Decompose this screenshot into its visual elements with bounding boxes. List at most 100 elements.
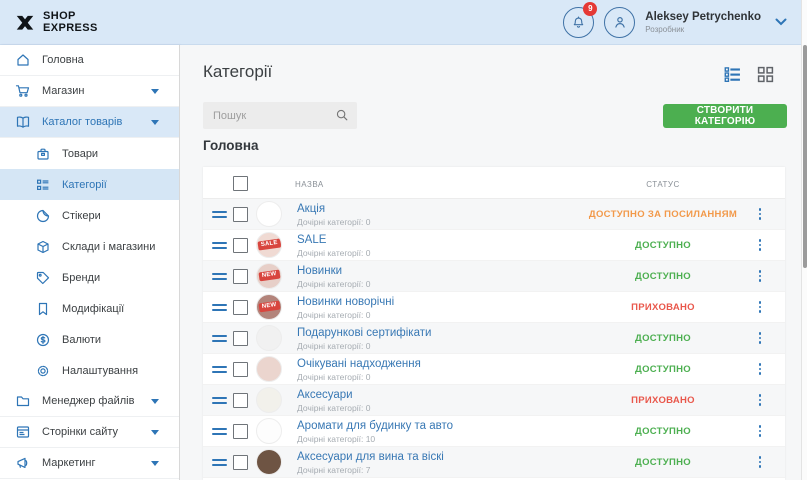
user-name: Aleksey Petrychenko bbox=[645, 10, 761, 23]
drag-handle-icon[interactable] bbox=[212, 273, 227, 283]
category-name-link[interactable]: Аксесуари для вина та віскі bbox=[297, 451, 444, 463]
status-badge: ДОСТУПНО bbox=[635, 333, 691, 344]
category-children-count: Дочірні категорії: 0 bbox=[297, 341, 371, 351]
sticker-icon bbox=[35, 208, 51, 224]
person-icon bbox=[612, 14, 628, 30]
category-thumbnail bbox=[256, 449, 282, 475]
drag-handle-icon[interactable] bbox=[212, 397, 227, 407]
row-checkbox[interactable] bbox=[233, 393, 248, 408]
row-menu-button[interactable] bbox=[754, 394, 766, 406]
table-row: Очікувані надходження Дочірні категорії: … bbox=[203, 354, 785, 385]
sidebar-item-modifications[interactable]: Модифікації bbox=[0, 293, 179, 324]
table-row: NEW Новинки Дочірні категорії: 0 ДОСТУПНО bbox=[203, 261, 785, 292]
row-menu-button[interactable] bbox=[754, 332, 766, 344]
status-badge: ДОСТУПНО bbox=[635, 240, 691, 251]
chevron-down-icon bbox=[151, 460, 159, 466]
column-header-status: СТАТУС bbox=[646, 180, 680, 189]
drag-handle-icon[interactable] bbox=[212, 211, 227, 221]
row-menu-button[interactable] bbox=[754, 208, 766, 220]
sidebar-item-catalog[interactable]: Каталог товарів bbox=[0, 107, 179, 138]
status-badge: ДОСТУПНО bbox=[635, 457, 691, 468]
sidebar-item-site-pages[interactable]: Сторінки сайту bbox=[0, 417, 179, 448]
sidebar-item-stickers[interactable]: Стікери bbox=[0, 200, 179, 231]
sidebar-item-label: Товари bbox=[62, 147, 99, 160]
table-row: Подарункові сертифікати Дочірні категорії… bbox=[203, 323, 785, 354]
drag-handle-icon[interactable] bbox=[212, 366, 227, 376]
search-input[interactable] bbox=[203, 102, 357, 129]
scrollbar-thumb[interactable] bbox=[803, 45, 807, 268]
user-menu-chevron-down-icon[interactable] bbox=[775, 18, 787, 26]
category-children-count: Дочірні категорії: 0 bbox=[297, 310, 371, 320]
status-badge: ДОСТУПНО bbox=[635, 271, 691, 282]
sidebar-item-shop[interactable]: Магазин bbox=[0, 76, 179, 107]
thumbnail-tag: NEW bbox=[258, 270, 280, 282]
sidebar-item-categories[interactable]: Категорії bbox=[0, 169, 179, 200]
sidebar-item-label: Маркетинг bbox=[42, 457, 96, 469]
category-thumbnail bbox=[256, 201, 282, 227]
category-name-link[interactable]: Очікувані надходження bbox=[297, 358, 421, 370]
sidebar-item-products[interactable]: Товари bbox=[0, 138, 179, 169]
row-checkbox[interactable] bbox=[233, 207, 248, 222]
sidebar-item-currencies[interactable]: Валюти bbox=[0, 324, 179, 355]
category-children-count: Дочірні категорії: 10 bbox=[297, 434, 376, 444]
sidebar-item-label: Магазин bbox=[42, 85, 85, 97]
grid-view-button[interactable] bbox=[757, 66, 774, 83]
create-category-button[interactable]: СТВОРИТИ КАТЕГОРІЮ bbox=[663, 104, 787, 128]
row-checkbox[interactable] bbox=[233, 362, 248, 377]
category-thumbnail: NEW bbox=[256, 294, 282, 320]
sidebar-item-label: Налаштування bbox=[62, 364, 139, 377]
category-name-link[interactable]: Новинки новорічні bbox=[297, 296, 395, 308]
category-name-link[interactable]: SALE bbox=[297, 234, 327, 246]
row-checkbox[interactable] bbox=[233, 424, 248, 439]
sidebar-item-file-manager[interactable]: Менеджер файлів bbox=[0, 386, 179, 417]
chevron-down-icon bbox=[151, 429, 159, 435]
drag-handle-icon[interactable] bbox=[212, 459, 227, 469]
sidebar-item-marketing[interactable]: Маркетинг bbox=[0, 448, 179, 479]
category-name-link[interactable]: Подарункові сертифікати bbox=[297, 327, 432, 339]
package-icon bbox=[35, 146, 51, 162]
row-menu-button[interactable] bbox=[754, 270, 766, 282]
brand-name-line2: EXPRESS bbox=[43, 22, 98, 34]
category-thumbnail: NEW bbox=[256, 263, 282, 289]
notifications-button[interactable]: 9 bbox=[563, 1, 598, 38]
category-children-count: Дочірні категорії: 7 bbox=[297, 465, 371, 475]
list-view-button[interactable] bbox=[724, 66, 741, 83]
drag-handle-icon[interactable] bbox=[212, 304, 227, 314]
megaphone-icon bbox=[15, 455, 31, 471]
user-avatar[interactable] bbox=[604, 6, 636, 38]
search-box bbox=[203, 102, 357, 129]
row-checkbox[interactable] bbox=[233, 331, 248, 346]
row-menu-button[interactable] bbox=[754, 363, 766, 375]
select-all-checkbox[interactable] bbox=[233, 176, 248, 191]
table-row: NEW Новинки новорічні Дочірні категорії: … bbox=[203, 292, 785, 323]
search-icon bbox=[335, 108, 349, 122]
sidebar-item-label: Склади і магазини bbox=[62, 240, 156, 253]
drag-handle-icon[interactable] bbox=[212, 335, 227, 345]
category-children-count: Дочірні категорії: 0 bbox=[297, 279, 371, 289]
category-name-link[interactable]: Аромати для будинку та авто bbox=[297, 420, 454, 432]
table-row: SALE SALE Дочірні категорії: 0 ДОСТУПНО bbox=[203, 230, 785, 261]
browser-window-icon bbox=[15, 424, 31, 440]
row-menu-button[interactable] bbox=[754, 456, 766, 468]
row-checkbox[interactable] bbox=[233, 455, 248, 470]
category-name-link[interactable]: Новинки bbox=[297, 265, 343, 277]
sidebar-item-brands[interactable]: Бренди bbox=[0, 262, 179, 293]
sidebar-item-label: Стікери bbox=[62, 209, 101, 222]
drag-handle-icon[interactable] bbox=[212, 242, 227, 252]
drag-handle-icon[interactable] bbox=[212, 428, 227, 438]
sidebar-item-warehouses[interactable]: Склади і магазини bbox=[0, 231, 179, 262]
sidebar-item-settings[interactable]: Налаштування bbox=[0, 355, 179, 386]
sidebar-item-label: Головна bbox=[42, 54, 84, 66]
category-name-link[interactable]: Акція bbox=[297, 203, 326, 215]
section-title: Головна bbox=[203, 138, 259, 153]
row-checkbox[interactable] bbox=[233, 238, 248, 253]
row-checkbox[interactable] bbox=[233, 300, 248, 315]
sidebar-item-home[interactable]: Головна bbox=[0, 45, 179, 76]
row-menu-button[interactable] bbox=[754, 239, 766, 251]
row-menu-button[interactable] bbox=[754, 301, 766, 313]
row-checkbox[interactable] bbox=[233, 269, 248, 284]
user-role: Розробник bbox=[645, 24, 685, 34]
folder-icon bbox=[15, 393, 31, 409]
category-name-link[interactable]: Аксесуари bbox=[297, 389, 353, 401]
row-menu-button[interactable] bbox=[754, 425, 766, 437]
